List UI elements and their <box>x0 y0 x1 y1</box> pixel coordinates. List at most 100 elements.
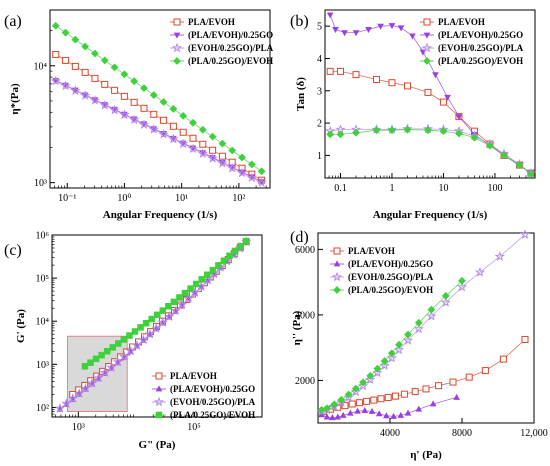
legend-label: (EVOH/0.25GO)/PLA <box>188 43 274 53</box>
data-point <box>363 397 371 405</box>
series-4 <box>326 125 535 179</box>
data-point <box>359 378 367 387</box>
data-point <box>179 111 188 120</box>
data-point <box>111 86 119 94</box>
x-tick-label: 12,000 <box>520 428 548 439</box>
data-point <box>397 25 405 32</box>
panel-label: (c) <box>4 242 22 259</box>
data-point <box>361 406 369 413</box>
data-point <box>197 148 208 158</box>
data-point <box>179 128 187 136</box>
data-point <box>413 323 424 334</box>
data-point <box>160 116 168 124</box>
data-point <box>130 98 138 106</box>
x-tick-label: 8000 <box>452 428 472 439</box>
data-point <box>499 355 507 363</box>
data-point <box>119 351 130 361</box>
series-line <box>55 25 262 172</box>
data-point <box>198 125 207 134</box>
series-line <box>55 80 262 182</box>
x-tick-label: 10⁰ <box>117 193 131 204</box>
legend-marker <box>153 396 165 407</box>
legend: PLA/EVOH (PLA/EVOH)/0.25GO (EVOH/0.25GO)/P… <box>152 371 256 420</box>
legend-marker <box>333 260 341 267</box>
y-tick-label: 5 <box>317 22 322 33</box>
data-point <box>204 271 211 279</box>
data-point <box>52 50 60 58</box>
legend-label: (PLA/EVOH)/0.25GO <box>348 259 433 269</box>
y-tick-label: 10³ <box>36 360 49 371</box>
legend-label: PLA/EVOH <box>170 371 217 381</box>
data-point <box>142 319 150 327</box>
data-point <box>138 119 150 129</box>
data-point <box>231 247 239 255</box>
data-point <box>258 179 265 186</box>
data-point <box>50 75 61 86</box>
legend-marker <box>333 247 341 255</box>
legend-label: (PLA/0.25GO)/EVOH <box>170 410 255 420</box>
data-point <box>344 390 353 399</box>
series-2 <box>318 393 460 421</box>
data-point <box>474 267 486 277</box>
data-point <box>70 85 81 96</box>
y-tick-label: 4 <box>317 54 322 65</box>
data-point <box>375 410 383 417</box>
data-point <box>150 110 158 118</box>
data-point <box>137 324 144 331</box>
data-point <box>159 98 168 106</box>
data-point <box>354 407 361 414</box>
y-tick-label: 10⁴ <box>36 317 50 328</box>
data-point <box>148 124 159 134</box>
axis-ticks: 4000 8000 12,000 2000 4000 6000 <box>295 245 548 439</box>
data-point <box>387 349 396 358</box>
legend-label: (EVOH/0.25GO)/PLA <box>348 272 434 282</box>
data-point <box>148 315 155 323</box>
series-line <box>55 54 262 181</box>
series-1 <box>319 335 529 416</box>
data-point <box>144 328 155 339</box>
data-point <box>439 98 447 106</box>
data-point <box>237 242 244 250</box>
data-point <box>170 305 181 316</box>
legend-label: (EVOH/0.25GO)/PLA <box>438 43 524 53</box>
data-point <box>366 371 375 380</box>
chart-panel-1: 10⁻¹ 10⁰ 10¹ 10² 10³ 10⁴ (a) Angular Frequency … <box>4 9 274 221</box>
data-point <box>403 335 413 345</box>
x-axis-label: Angular Frequency (1/s) <box>373 209 488 221</box>
data-point <box>89 95 101 105</box>
data-point <box>91 74 99 82</box>
legend-marker <box>423 32 431 39</box>
data-point <box>414 318 423 327</box>
series-1 <box>326 67 535 177</box>
y-tick-label: 10⁶ <box>36 231 50 242</box>
x-tick-label: 10⁵ <box>187 422 201 433</box>
data-point <box>100 56 109 65</box>
data-point <box>176 294 183 301</box>
data-point <box>400 390 408 398</box>
data-point <box>165 303 172 310</box>
data-point <box>383 412 390 419</box>
series-4 <box>51 21 266 176</box>
data-point <box>465 373 473 381</box>
legend-label: (PLA/0.25GO)/EVOH <box>348 285 433 295</box>
legend-marker <box>173 18 181 26</box>
legend-marker <box>173 32 181 39</box>
data-point <box>380 357 389 365</box>
y-axis-label: Tan (δ) <box>295 77 307 111</box>
x-tick-label: 10 <box>438 183 448 194</box>
data-point <box>125 345 136 356</box>
data-point <box>332 26 339 33</box>
data-point <box>120 336 128 343</box>
data-point <box>352 30 360 37</box>
data-point <box>415 405 423 412</box>
legend-marker <box>331 271 343 282</box>
data-point <box>411 388 419 396</box>
data-point <box>54 403 65 413</box>
y-tick-label: 2000 <box>295 376 315 387</box>
data-point <box>220 257 228 264</box>
data-point <box>453 393 460 400</box>
data-point <box>439 127 448 136</box>
data-point <box>348 400 356 408</box>
chart-panel-3: 10³ 10⁵ 10² 10³ 10⁴ 10⁵ 10⁶ (c) G" (Pa) G' (Pa) PL… <box>4 231 263 451</box>
data-point <box>388 23 396 30</box>
